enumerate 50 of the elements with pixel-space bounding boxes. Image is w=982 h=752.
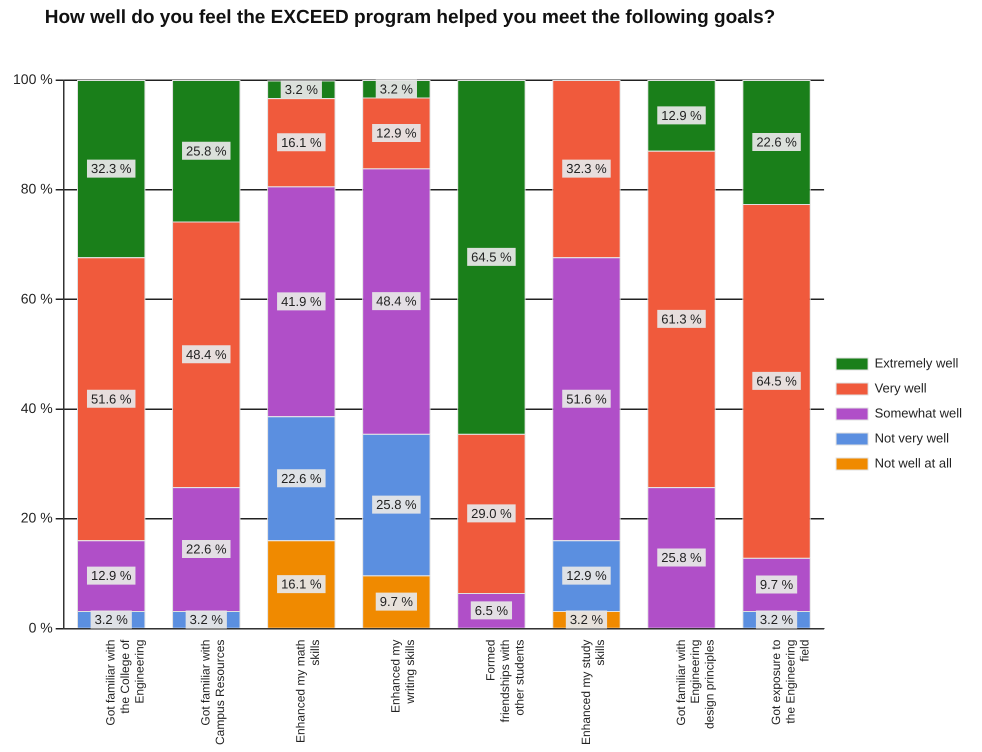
data-label: 25.8 % (661, 550, 702, 566)
legend-label: Somewhat well (874, 406, 962, 421)
legend-label: Very well (874, 380, 927, 396)
data-label: 6.5 % (474, 602, 508, 618)
data-label: 3.2 % (760, 612, 794, 628)
legend-label: Extremely well (874, 356, 958, 371)
data-label: 9.7 % (380, 594, 414, 610)
data-label: 12.9 % (376, 126, 418, 141)
data-label: 32.3 % (566, 161, 608, 176)
data-label: 29.0 % (471, 506, 512, 521)
data-label: 41.9 % (281, 294, 322, 309)
data-label: 48.4 % (186, 346, 227, 362)
y-tick-label: 20 % (20, 510, 53, 526)
y-tick-label: 100 % (12, 70, 53, 87)
data-label: 3.2 % (570, 612, 604, 628)
x-tick-label: Enhanced my study skills (578, 640, 608, 746)
data-label: 25.8 % (186, 143, 227, 158)
y-tick-label: 80 % (20, 180, 53, 197)
chart-title: How well do you feel the EXCEED program helped you meet the following goals? (44, 6, 776, 29)
y-tick-label: 40 % (20, 400, 53, 416)
data-label: 12.9 % (90, 568, 132, 584)
legend-label: Not well at all (874, 456, 952, 471)
data-label: 51.6 % (90, 391, 132, 406)
data-label: 3.2 % (94, 612, 128, 628)
data-label: 16.1 % (281, 576, 322, 592)
data-label: 64.5 % (756, 373, 798, 388)
data-label: 51.6 % (566, 391, 608, 406)
data-label: 16.1 % (281, 134, 322, 150)
x-tick-label: Formed friendships with other students (484, 640, 527, 722)
data-label: 3.2 % (190, 612, 224, 628)
data-label: 3.2 % (284, 82, 318, 97)
x-tick-label: Enhanced my math skills (294, 640, 322, 743)
data-label: 22.6 % (756, 134, 798, 150)
data-label: 22.6 % (186, 542, 227, 557)
data-label: 12.9 % (661, 108, 702, 123)
x-tick-label: Got exposure to the Engineering field (768, 639, 812, 725)
data-label: 61.3 % (661, 311, 702, 326)
data-label: 3.2 % (380, 81, 414, 96)
y-tick-label: 0 % (28, 619, 53, 636)
data-label: 22.6 % (281, 470, 322, 486)
x-tick-label: Got familiar with the College of Engineering (104, 638, 146, 726)
data-label: 32.3 % (90, 161, 132, 176)
data-label: 48.4 % (376, 294, 418, 309)
data-label: 9.7 % (760, 577, 794, 592)
data-label: 12.9 % (566, 568, 608, 584)
y-tick-label: 60 % (20, 290, 53, 306)
data-label: 64.5 % (471, 250, 512, 265)
legend-label: Not very well (874, 430, 950, 446)
data-label: 25.8 % (376, 497, 418, 512)
x-tick-label: Enhanced my writing skills (388, 640, 418, 713)
